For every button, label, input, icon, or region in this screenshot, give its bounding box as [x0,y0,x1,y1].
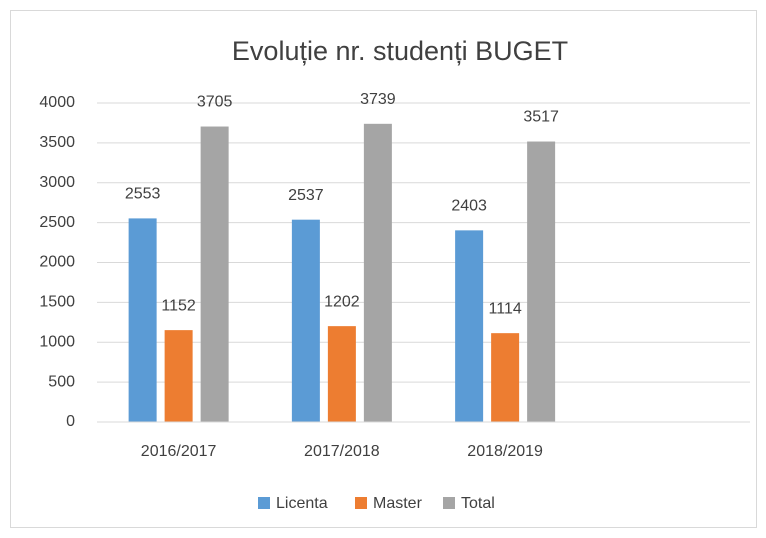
y-tick-label: 3000 [39,174,75,191]
bar [327,326,356,422]
bar [491,333,520,422]
chart-title: Evoluție nr. studenți BUGET [232,36,568,66]
legend-label: Total [461,495,495,512]
data-label: 1152 [161,297,196,314]
y-tick-label: 2000 [39,254,75,271]
legend-label: Licenta [276,495,328,512]
data-label: 3517 [523,109,559,126]
bar [128,218,157,422]
x-tick-label: 2017/2018 [304,443,380,460]
bar [291,219,320,422]
legend-swatch [355,497,367,509]
legend-label: Master [373,495,423,512]
y-tick-label: 500 [48,373,75,390]
data-label: 3705 [197,94,233,111]
x-tick-label: 2018/2019 [467,443,543,460]
x-tick-label: 2016/2017 [141,443,217,460]
y-tick-label: 4000 [39,94,75,111]
bar [200,126,229,423]
data-label: 1114 [489,300,522,317]
data-label: 2403 [451,198,487,215]
legend-swatch [258,497,270,509]
bar [164,330,193,422]
data-label: 1202 [324,293,360,310]
y-tick-label: 0 [66,413,75,430]
y-tick-label: 3500 [39,134,75,151]
bar [363,123,392,422]
y-tick-label: 1500 [39,294,75,311]
data-label: 3739 [360,91,396,108]
data-label: 2537 [288,187,324,204]
legend-swatch [443,497,455,509]
y-tick-label: 1000 [39,333,75,350]
data-label: 2553 [125,186,161,203]
bar [455,230,484,422]
y-tick-label: 2500 [39,214,75,231]
bar [527,141,556,422]
